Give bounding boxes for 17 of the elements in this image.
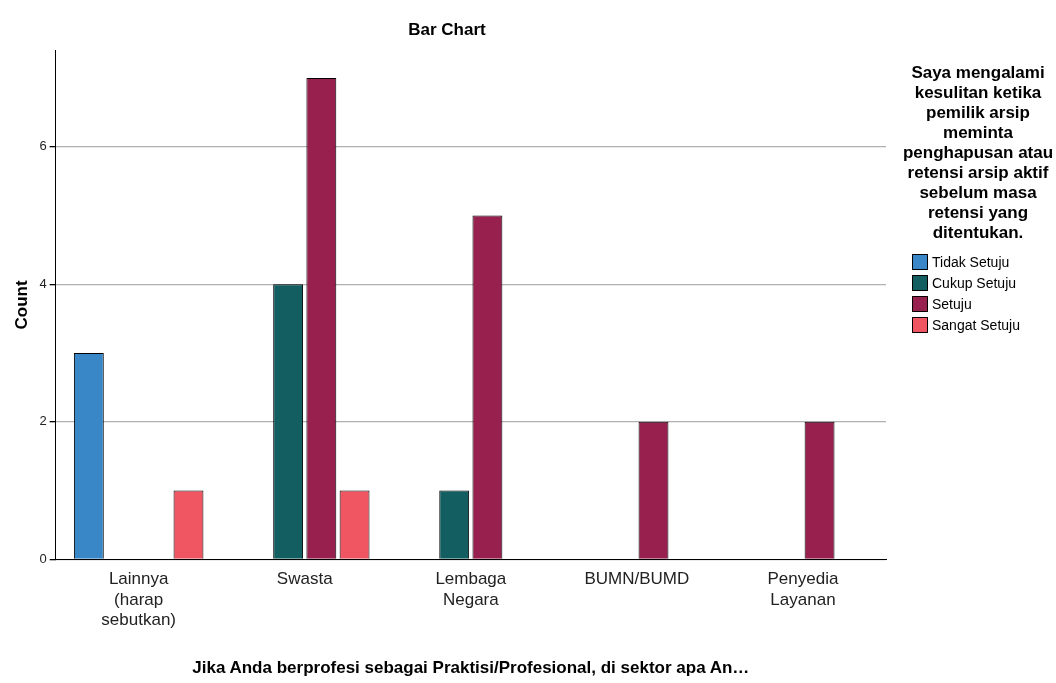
x-tick-label: Lembaga Negara bbox=[435, 569, 507, 609]
chart-title: Bar Chart bbox=[408, 19, 487, 39]
legend-label: Setuju bbox=[932, 295, 972, 312]
legend-label: Sangat Setuju bbox=[932, 316, 1020, 333]
x-tick-label: Lainnya (harap sebutkan) bbox=[101, 569, 176, 630]
y-tick-label: 4 bbox=[39, 275, 47, 291]
legend-label: Tidak Setuju bbox=[932, 253, 1010, 270]
x-axis-title: Jika Anda berprofesi sebagai Praktisi/Profesional, di sektor apa An… bbox=[192, 658, 750, 678]
y-axis-title: Count bbox=[11, 280, 31, 330]
text: Saya mengalami kesulitan ketika pemilik arsip meminta penghapusan atau retensi arsip aktif sebelum masa retensi yang ditentukan. bbox=[902, 63, 1054, 242]
y-tick-label: 0 bbox=[39, 550, 47, 566]
legend-label: Cukup Setuju bbox=[932, 274, 1017, 291]
x-tick-label: Penyedia Layanan bbox=[767, 569, 839, 609]
x-tick-label: BUMN/BUMD bbox=[584, 569, 690, 589]
y-tick-label: 2 bbox=[39, 413, 47, 429]
x-tick-label: Swasta bbox=[276, 569, 334, 589]
y-tick-label: 6 bbox=[39, 138, 47, 154]
